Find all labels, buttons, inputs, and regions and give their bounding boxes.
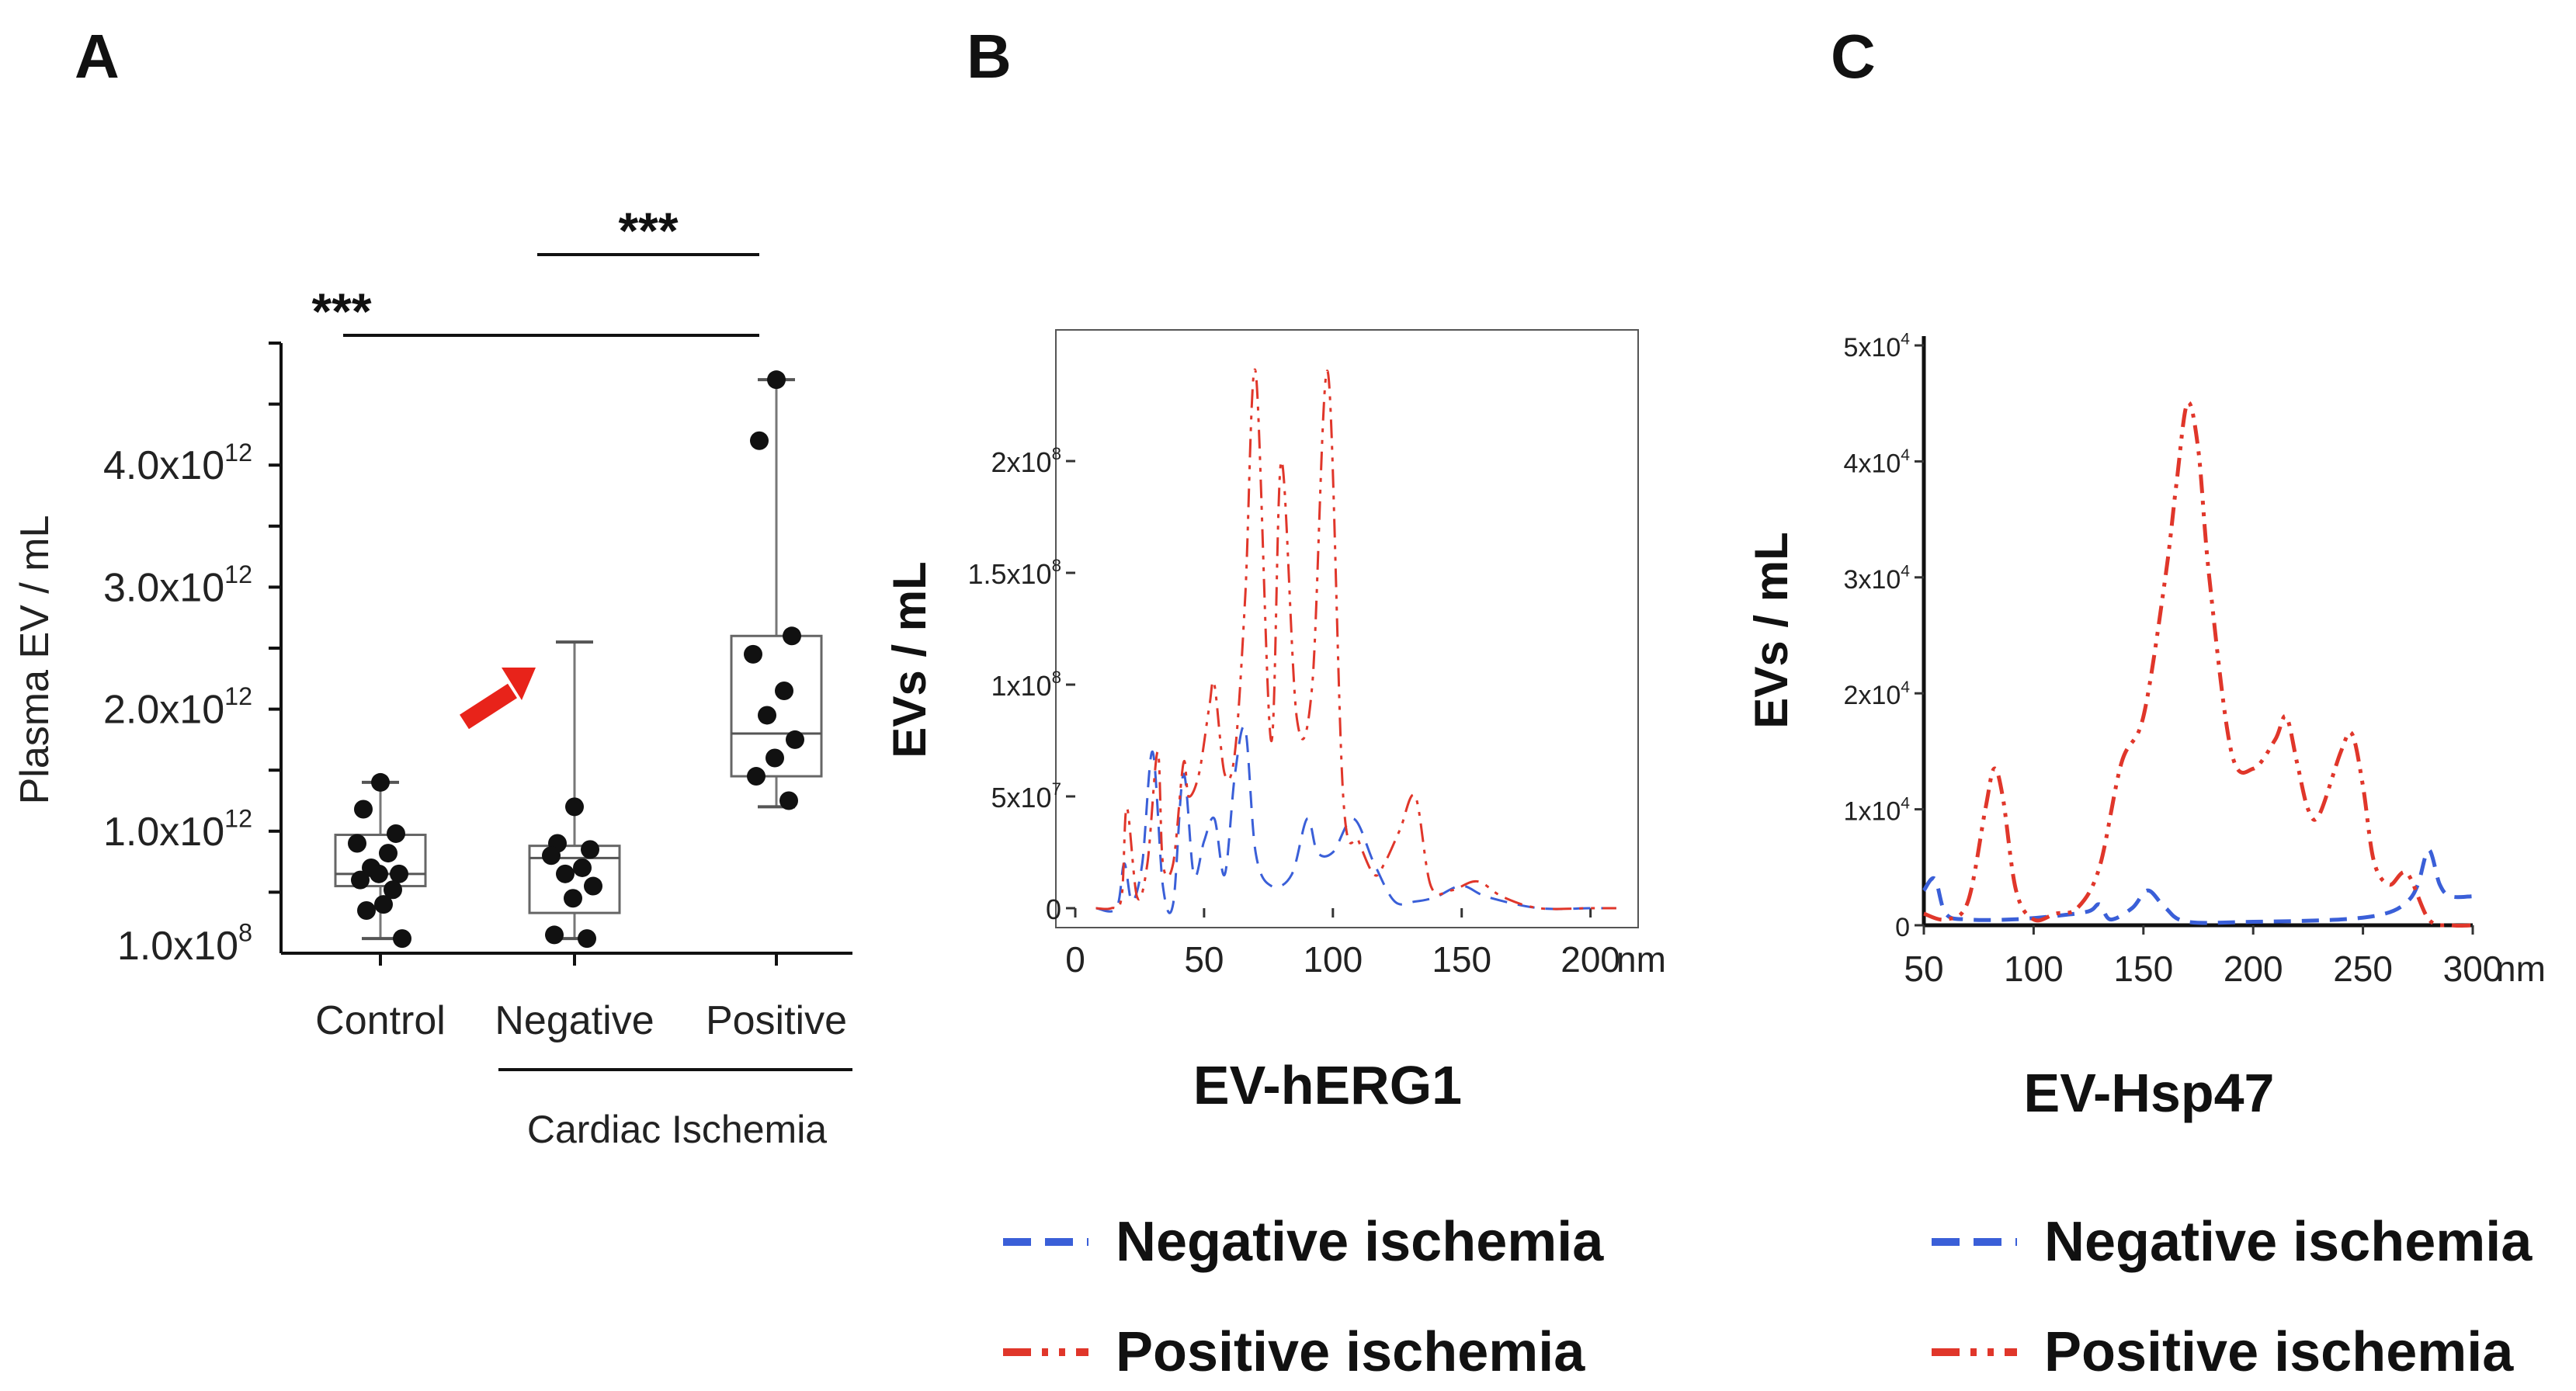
data-point: [744, 644, 762, 664]
panel-b-x-tick-label: 150: [1432, 939, 1491, 980]
negative-ischemia-line: [1095, 725, 1616, 914]
panel-b-y-tick-label: 1x108: [991, 668, 1062, 702]
data-point: [578, 929, 596, 949]
panel-c-y-tick-label: 5x104: [1844, 331, 1911, 362]
panel-c-label: C: [1831, 22, 1876, 91]
panel-c-y-tick-label: 3x104: [1844, 563, 1911, 595]
data-point: [779, 791, 798, 810]
data-point: [357, 900, 376, 920]
data-point: [783, 626, 801, 646]
panel-b-label: B: [967, 22, 1012, 91]
data-point: [556, 864, 575, 883]
data-point: [747, 767, 766, 786]
panel-a-group-label: Cardiac Ischemia: [527, 1108, 827, 1151]
data-point: [370, 864, 388, 883]
panel-c-legend: Negative ischemia Positive ischemia: [1932, 1211, 2533, 1383]
significance-label: ***: [618, 202, 678, 259]
data-point: [379, 844, 398, 863]
data-point: [351, 870, 370, 890]
panel-b-series: [1095, 368, 1616, 914]
panel-a-y-tick-label: 1.0x108: [117, 919, 252, 969]
data-point: [348, 834, 366, 853]
panel-c-y-tick-label: 2x104: [1844, 678, 1911, 710]
legend-label-positive: Positive ischemia: [2044, 1321, 2514, 1383]
panel-b-x-tick-label: 100: [1303, 939, 1363, 980]
panel-c-ticks: 0 1x104 2x104 3x104 4x104 5x104 50 100 150 200 250…: [1844, 331, 2546, 989]
data-point: [750, 431, 769, 450]
panel-b-legend: Negative ischemia Positive ischemia: [1003, 1211, 1604, 1383]
panel-c-x-tick-label: 50: [1904, 949, 1943, 989]
data-point: [393, 929, 411, 949]
panel-c-series: [1922, 401, 2474, 928]
data-point: [374, 895, 393, 914]
positive-ischemia-line: [1923, 401, 2474, 928]
panel-c-x-tick-label: 150: [2113, 949, 2173, 989]
data-point: [387, 824, 405, 843]
panel-b-y-tick-label: 1.5x108: [967, 556, 1061, 590]
panel-b-y-axis-title: EVs / mL: [884, 561, 936, 758]
panel-c-x-tick-label: 200: [2224, 949, 2283, 989]
panel-b-x-tick-label: 0: [1065, 939, 1085, 980]
panel-b-y-tick-label: 2x108: [991, 444, 1062, 478]
data-point: [584, 876, 602, 896]
data-point: [565, 797, 584, 817]
data-point: [354, 800, 373, 819]
panel-b-x-tick-label: 200: [1561, 939, 1620, 980]
panel-c-y-tick-label: 0: [1895, 913, 1910, 942]
panel-c-y-tick-label: 4x104: [1844, 446, 1911, 478]
data-point: [775, 682, 793, 701]
panel-a: A Plasma EV / mL 1.0x108 1.0x1012 2.0x1012…: [12, 22, 852, 1151]
panel-b: B EVs / mL 0 5x107 1x108 1.5x108 2x108 0 50 100…: [884, 22, 1666, 1383]
red-arrow-icon: [460, 668, 536, 730]
data-point: [371, 772, 390, 792]
panel-a-significance: *** ***: [311, 202, 759, 340]
panel-a-y-tick-label: 1.0x1012: [103, 804, 252, 854]
panel-a-category-label: Control: [315, 998, 446, 1043]
panel-a-points: [348, 370, 804, 949]
panel-c: C EVs / mL 0 1x104 2x104 3x104 4x104 5x104 50 1…: [1745, 22, 2546, 1383]
legend-label-negative: Negative ischemia: [2044, 1211, 2533, 1273]
significance-label: ***: [311, 283, 371, 340]
panel-a-categories: Control Negative Positive: [315, 998, 847, 1043]
panel-a-y-tick-label: 4.0x1012: [103, 439, 252, 488]
panel-c-title: EV-Hsp47: [2024, 1063, 2275, 1123]
panel-b-x-unit: nm: [1616, 939, 1666, 980]
data-point: [581, 840, 599, 859]
panel-a-category-label: Positive: [706, 998, 847, 1043]
panel-a-label: A: [75, 22, 120, 91]
panel-c-y-axis-title: EVs / mL: [1745, 532, 1797, 728]
panel-c-x-unit: nm: [2496, 949, 2546, 989]
data-point: [766, 748, 784, 768]
panel-b-x-tick-label: 50: [1184, 939, 1224, 980]
panel-b-frame: [1055, 329, 1639, 928]
data-point: [384, 880, 402, 900]
data-point: [573, 858, 592, 877]
legend-label-positive: Positive ischemia: [1116, 1321, 1585, 1383]
data-point: [758, 706, 776, 725]
panel-a-category-label: Negative: [495, 998, 654, 1043]
data-point: [564, 889, 582, 908]
panel-b-y-tick-label: 0: [1046, 893, 1061, 925]
panel-a-y-ticks: 1.0x108 1.0x1012 2.0x1012 3.0x1012 4.0x1012: [103, 342, 852, 969]
panel-b-title: EV-hERG1: [1193, 1055, 1462, 1115]
panel-c-x-tick-label: 250: [2333, 949, 2393, 989]
data-point: [767, 370, 786, 390]
panel-c-x-tick-label: 100: [2004, 949, 2064, 989]
panel-c-y-tick-label: 1x104: [1844, 794, 1911, 826]
positive-ischemia-line: [1095, 368, 1616, 911]
panel-a-y-axis-title: Plasma EV / mL: [12, 515, 57, 805]
legend-label-negative: Negative ischemia: [1116, 1211, 1604, 1273]
data-point: [390, 864, 408, 883]
panel-a-y-tick-label: 3.0x1012: [103, 560, 252, 610]
data-point: [786, 730, 804, 749]
panel-b-y-tick-label: 5x107: [991, 779, 1062, 813]
data-point: [542, 846, 561, 865]
panel-a-y-tick-label: 2.0x1012: [103, 682, 252, 732]
data-point: [545, 925, 564, 945]
negative-ischemia-line: [1922, 848, 2474, 925]
panel-c-x-tick-label: 300: [2443, 949, 2503, 989]
